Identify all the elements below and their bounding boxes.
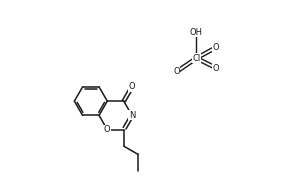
Text: O: O (104, 125, 111, 134)
Text: Cl: Cl (192, 54, 201, 63)
Text: O: O (213, 64, 219, 72)
Text: O: O (213, 43, 219, 52)
Text: O: O (129, 82, 135, 91)
Text: N: N (129, 111, 135, 120)
Text: O: O (173, 67, 180, 76)
Text: OH: OH (190, 28, 203, 37)
